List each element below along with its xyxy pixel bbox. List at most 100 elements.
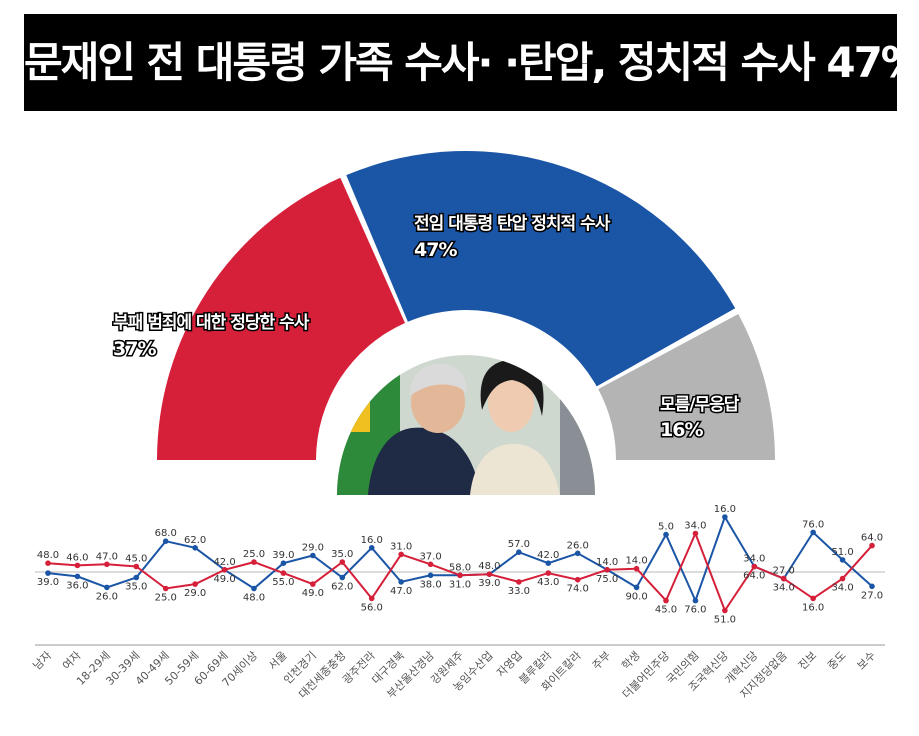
data-point [280,570,287,576]
data-point [633,584,640,591]
data-point [663,597,669,604]
data-label: 14.0 [625,556,647,567]
data-label: 26.0 [567,540,589,551]
data-label: 34.0 [773,583,795,594]
data-point [192,545,198,551]
data-point [310,581,316,587]
category-label: 여자 [60,649,84,673]
data-label: 51.0 [714,615,736,626]
data-point [45,560,51,566]
data-point [545,560,552,566]
data-label: 48.0 [478,561,500,572]
category-label: 남자 [31,649,55,673]
data-label: 29.0 [184,588,206,599]
data-label: 34.0 [743,554,765,565]
data-point [221,567,228,573]
data-point [45,570,51,576]
data-point [251,559,257,565]
slice-label-2: 전임 대통령 탄압 정치적 수사 [414,213,611,234]
data-point [251,585,257,592]
data-label: 5.0 [658,522,674,533]
data-point [722,514,728,520]
category-label: 보수 [855,649,879,673]
photo-image [337,355,595,495]
data-point [339,574,346,581]
data-label: 42.0 [213,557,235,568]
data-label: 42.0 [537,550,559,561]
data-point [574,576,581,583]
title-bar: 문재인 전 대통령 가족 수사· ·탄압, 정치적 수사 47% [24,14,919,111]
data-label: 64.0 [861,533,883,544]
data-label: 27.0 [861,590,883,601]
data-label: 49.0 [213,574,235,585]
data-label: 47.0 [390,586,412,597]
data-point [633,565,640,572]
data-point [516,549,522,555]
data-label: 26.0 [96,591,118,602]
category-label: 주부 [590,649,614,673]
data-label: 55.0 [272,577,294,588]
data-label: 29.0 [302,543,324,554]
data-label: 25.0 [155,593,177,604]
data-point [780,575,787,582]
data-label: 74.0 [567,584,589,595]
data-label: 76.0 [684,605,706,616]
data-point [869,583,875,590]
data-label: 35.0 [125,582,147,593]
data-point [104,561,110,568]
slice-label-3: 모름/무응답 [660,395,740,415]
data-point [368,545,375,551]
data-label: 64.0 [743,571,765,582]
data-label: 57.0 [508,539,530,550]
data-label: 33.0 [508,586,530,597]
data-label: 39.0 [37,577,59,588]
data-point [162,585,169,592]
data-point [339,559,346,565]
data-label: 58.0 [449,562,471,573]
data-point [545,570,552,576]
data-label: 25.0 [243,549,265,560]
data-label: 47.0 [96,551,118,562]
data-label: 62.0 [184,535,206,546]
data-label: 38.0 [419,579,441,590]
data-label: 16.0 [802,602,824,613]
data-point [427,572,434,579]
data-label: 68.0 [155,528,177,539]
data-point [751,563,758,570]
data-label: 39.0 [272,550,294,561]
data-point [604,567,610,573]
chart-title: 문재인 전 대통령 가족 수사· ·탄압, 정치적 수사 47% [24,38,919,87]
data-label: 56.0 [361,602,383,613]
data-point [133,574,140,581]
data-point [486,571,493,577]
data-point [104,584,110,591]
data-point [398,579,404,585]
data-point [162,538,169,544]
data-point [839,575,846,582]
data-label: 34.0 [831,583,853,594]
data-point [810,529,816,536]
data-point [692,597,699,604]
data-label: 76.0 [802,519,824,530]
data-point [368,595,375,602]
data-label: 31.0 [390,541,412,552]
line-chart: 48.0 39.0 46.0 36.0 47.0 26.0 45.0 35.0 68.0 25.0… [31,504,885,701]
data-label: 48.0 [37,550,59,561]
data-point [810,595,816,602]
data-point [722,607,728,614]
data-point [133,563,140,570]
data-label: 43.0 [537,577,559,588]
slice-label-1: 부패 범죄에 대한 정당한 수사 [113,313,310,333]
data-label: 45.0 [125,554,147,565]
category-label: 학생 [619,649,643,673]
category-label: 진보 [796,649,820,673]
data-label: 31.0 [449,579,471,590]
data-label: 45.0 [655,605,677,616]
data-label: 14.0 [596,557,618,568]
data-label: 90.0 [625,591,647,602]
category-label: 중도 [825,649,849,673]
data-point [74,562,81,569]
data-label: 51.0 [831,547,853,558]
data-point [516,579,522,585]
